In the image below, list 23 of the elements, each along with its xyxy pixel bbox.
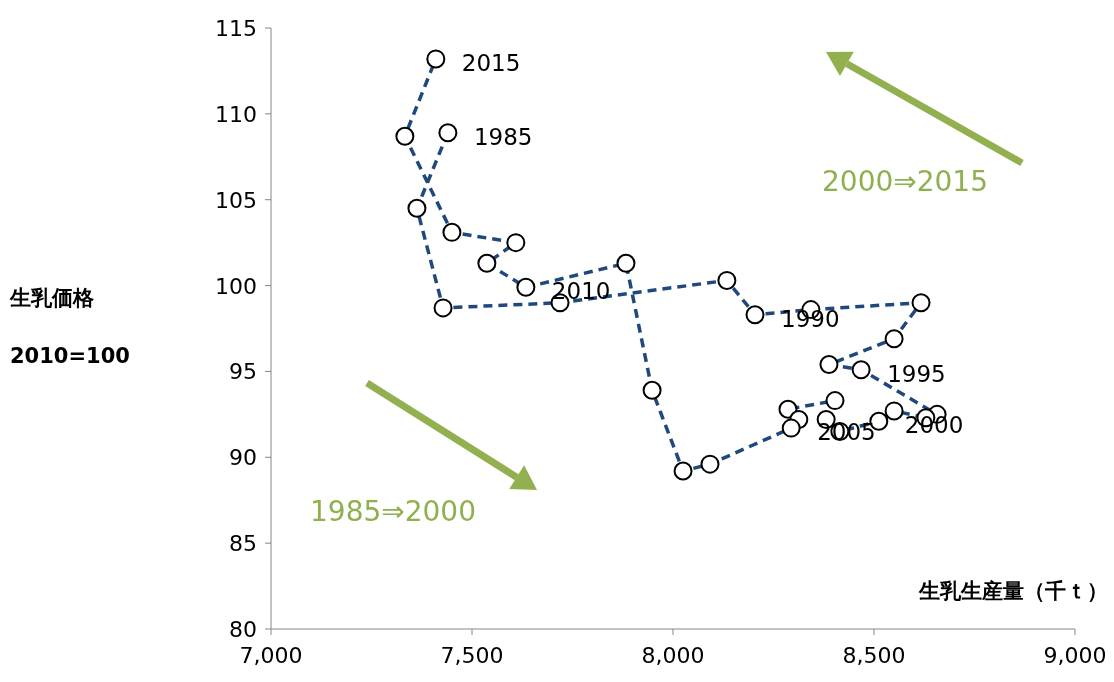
y-tick-label: 80: [229, 617, 257, 642]
x-tick-label: 8,500: [842, 643, 906, 668]
annotation: 1990: [781, 305, 840, 332]
y-tick-label: 105: [215, 187, 257, 213]
x-tick-label: 7,000: [239, 643, 303, 668]
x-tick-label: 7,500: [440, 643, 504, 668]
y-tick-label: 115: [215, 16, 257, 41]
annotation: 2010: [551, 278, 611, 305]
x-tick-label: 9,000: [1043, 643, 1107, 668]
y-tick-label: 95: [229, 359, 257, 385]
x-axis-title: 生乳生産量（千ｔ）: [918, 579, 1108, 603]
text: 生乳価格 2010=100: [10, 286, 130, 368]
annotation: 1985⇒2000: [310, 495, 476, 528]
y-tick-label: 110: [215, 101, 257, 127]
annotation: 2015: [461, 49, 521, 76]
y-tick-label: 90: [229, 445, 257, 471]
annotation: 2000⇒2015: [822, 165, 988, 198]
y-tick-label: 100: [215, 273, 257, 299]
annotation: 1995: [887, 360, 946, 387]
x-tick-label: 8,000: [641, 643, 705, 668]
annotation: 2000: [904, 412, 964, 439]
y-tick-label: 85: [229, 531, 257, 557]
annotation: 1985: [473, 123, 533, 150]
